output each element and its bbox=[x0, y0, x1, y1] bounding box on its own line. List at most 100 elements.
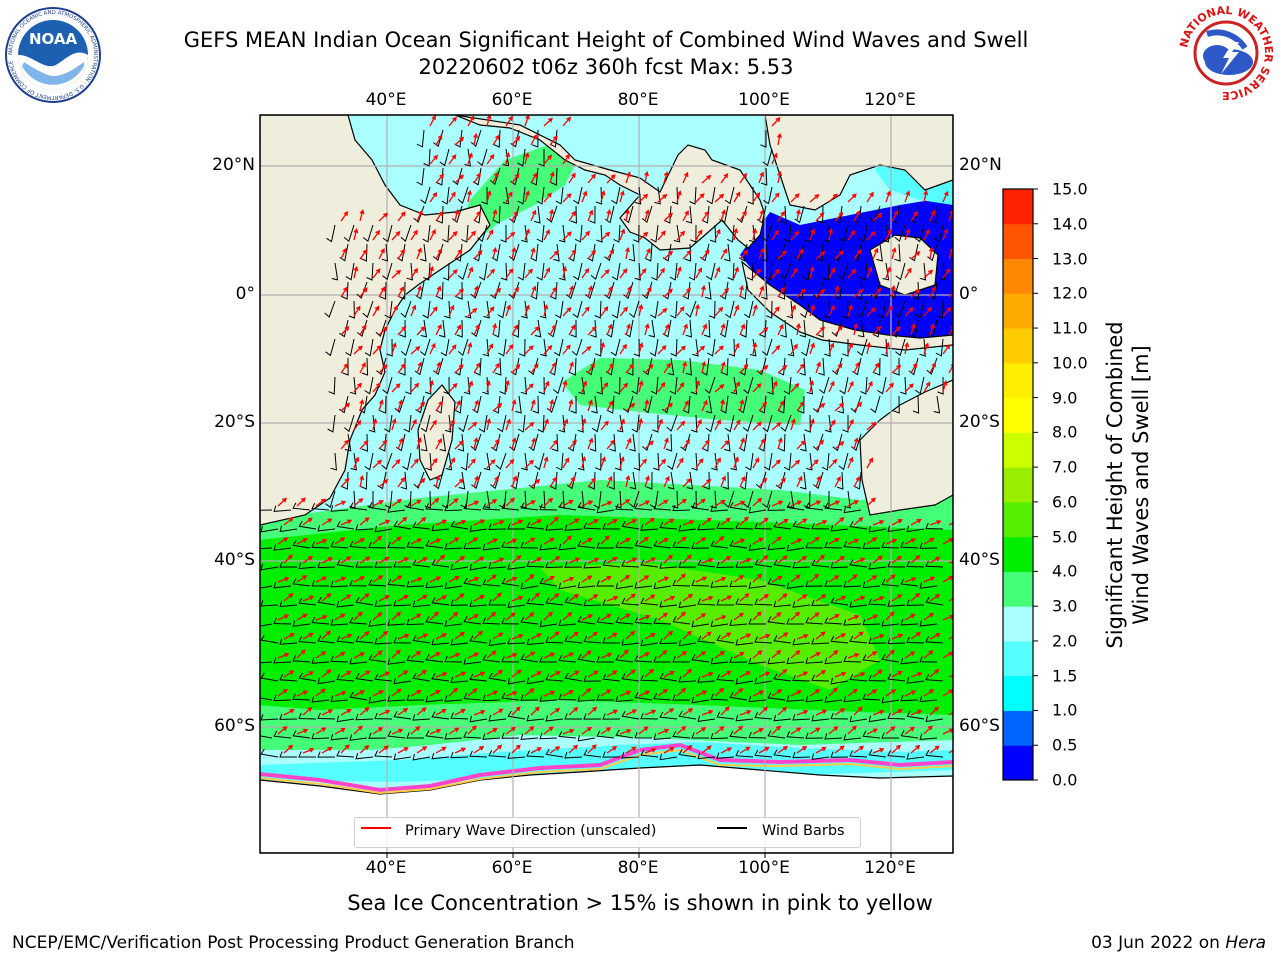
wave-arrow bbox=[777, 593, 788, 602]
wind-barb bbox=[422, 300, 431, 319]
wave-arrow bbox=[448, 537, 460, 545]
wind-barb bbox=[824, 657, 843, 665]
wave-arrow bbox=[429, 265, 435, 279]
wind-barb bbox=[442, 262, 450, 281]
lon-tick-bottom: 80°E bbox=[617, 858, 659, 878]
wave-arrow bbox=[448, 498, 459, 507]
wave-arrow bbox=[682, 250, 692, 260]
wind-barb bbox=[615, 503, 634, 511]
wind-barb bbox=[729, 730, 748, 739]
wave-arrow bbox=[416, 633, 429, 640]
wind-barb bbox=[470, 281, 482, 299]
wind-barb bbox=[634, 186, 642, 205]
wind-barb bbox=[482, 543, 501, 551]
wave-arrow bbox=[530, 633, 543, 640]
wind-barb bbox=[786, 657, 805, 665]
wind-barb bbox=[653, 656, 671, 663]
wind-barb bbox=[398, 281, 406, 300]
wave-arrow bbox=[828, 687, 838, 697]
wind-barb bbox=[433, 471, 444, 490]
wind-barb bbox=[697, 523, 716, 531]
wind-barb bbox=[697, 676, 716, 683]
colorbar-segment bbox=[1003, 745, 1033, 781]
wind-barb bbox=[837, 262, 849, 281]
wind-barb bbox=[682, 281, 691, 300]
wind-barb bbox=[849, 635, 868, 644]
wind-barb bbox=[805, 617, 824, 625]
wave-arrow bbox=[581, 230, 591, 241]
wave-arrow bbox=[486, 538, 499, 545]
wave-arrow bbox=[315, 614, 328, 621]
wind-barb bbox=[457, 262, 469, 281]
colorbar-segment bbox=[1003, 467, 1033, 503]
wave-arrow bbox=[885, 649, 895, 659]
wind-barb bbox=[345, 338, 355, 357]
lat-tick-right: 60°S bbox=[959, 716, 1000, 736]
wind-barb bbox=[881, 541, 900, 549]
wind-barb bbox=[279, 713, 298, 720]
wave-arrow bbox=[847, 193, 857, 203]
wave-arrow bbox=[777, 364, 788, 374]
wind-barb bbox=[697, 752, 716, 760]
wave-arrow bbox=[663, 670, 675, 678]
wave-arrow bbox=[606, 519, 619, 526]
wind-barb bbox=[330, 452, 337, 471]
wind-barb bbox=[843, 581, 862, 588]
wave-arrow bbox=[828, 726, 839, 735]
wave-arrow bbox=[771, 459, 781, 469]
wind-barb bbox=[684, 243, 692, 262]
wave-arrow bbox=[353, 576, 366, 583]
wind-barb bbox=[565, 281, 577, 300]
wave-arrow bbox=[644, 247, 651, 260]
wave-arrow bbox=[277, 614, 290, 621]
wave-arrow bbox=[473, 519, 486, 526]
wave-arrow bbox=[701, 323, 708, 336]
wave-arrow bbox=[467, 421, 478, 431]
wave-arrow bbox=[733, 725, 744, 735]
wave-arrow bbox=[929, 556, 941, 564]
wave-arrow bbox=[454, 208, 460, 222]
wave-arrow bbox=[549, 671, 561, 678]
wind-barb bbox=[762, 414, 773, 433]
wave-arrow bbox=[853, 595, 866, 602]
wind-barb bbox=[488, 523, 507, 531]
wave-arrow bbox=[733, 500, 746, 507]
wave-arrow bbox=[391, 611, 402, 621]
wind-barb bbox=[292, 693, 311, 701]
wind-barb bbox=[716, 561, 735, 569]
wave-arrow bbox=[359, 670, 371, 678]
wave-arrow bbox=[682, 554, 692, 564]
wind-barb bbox=[538, 376, 545, 395]
wind-barb bbox=[691, 414, 698, 433]
wind-barb bbox=[767, 543, 786, 551]
wave-arrow bbox=[923, 229, 930, 241]
footer-date: 03 Jun 2022 on Hera bbox=[1091, 933, 1266, 953]
colorbar-tick-label: 0.5 bbox=[1052, 735, 1078, 755]
wave-arrow bbox=[815, 212, 825, 222]
wind-barb bbox=[796, 281, 805, 300]
wave-arrow bbox=[866, 191, 874, 203]
colorbar-tick-label: 15.0 bbox=[1052, 179, 1088, 199]
wave-arrow bbox=[600, 456, 606, 469]
wave-arrow bbox=[410, 346, 421, 355]
wind-barb bbox=[710, 505, 729, 512]
wave-arrow bbox=[853, 517, 864, 526]
wind-barb bbox=[539, 543, 558, 551]
wave-arrow bbox=[815, 475, 822, 488]
wave-arrow bbox=[948, 749, 953, 754]
wind-barb bbox=[670, 300, 678, 319]
wave-arrow bbox=[948, 325, 953, 336]
wind-barb bbox=[405, 376, 412, 395]
wave-arrow bbox=[524, 190, 530, 203]
wave-arrow bbox=[448, 611, 459, 621]
wind-barb bbox=[520, 733, 539, 740]
wave-arrow bbox=[619, 228, 626, 241]
wave-arrow bbox=[676, 382, 685, 393]
wave-arrow bbox=[910, 323, 916, 336]
wave-arrow bbox=[372, 459, 383, 469]
wave-arrow bbox=[644, 557, 657, 564]
wind-barb bbox=[629, 471, 637, 490]
wave-arrow bbox=[752, 192, 761, 203]
wave-arrow bbox=[777, 250, 787, 260]
wind-barb bbox=[470, 433, 482, 451]
